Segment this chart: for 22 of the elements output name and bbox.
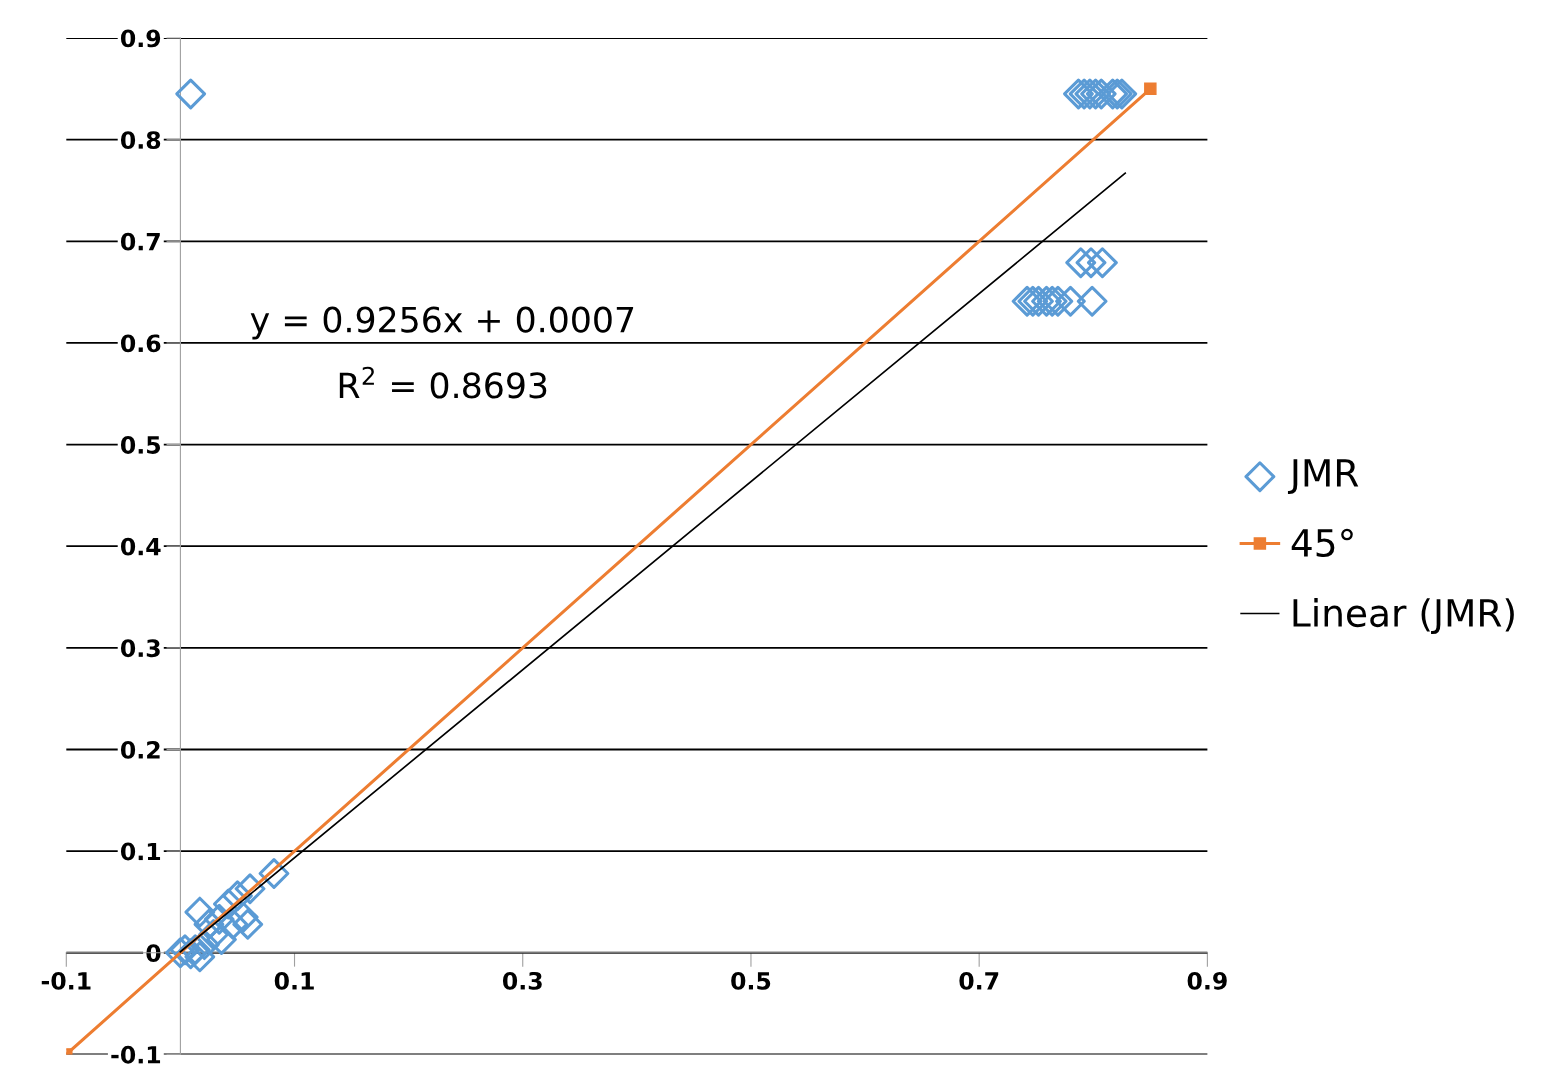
x-tick-label: 0.1 — [274, 971, 314, 990]
y-tick-label: 0 — [146, 944, 161, 963]
y-tick-label: 0.7 — [120, 232, 160, 251]
legend-label: Linear (JMR) — [1293, 598, 1514, 635]
x-tick-label: -0.1 — [41, 971, 91, 990]
y-tick-label: -0.1 — [111, 1045, 161, 1064]
y-tick-label: 0.2 — [120, 740, 160, 759]
annotation: y = 0.9256x + 0.0007 — [250, 306, 634, 340]
x-tick-label: 0.7 — [959, 971, 999, 990]
legend-label: JMR — [1287, 459, 1359, 495]
y-tick-label: 0.5 — [120, 436, 161, 454]
x-tick-label: 0.5 — [731, 971, 771, 990]
y-tick-label: 0.4 — [120, 537, 161, 556]
x-tick-label: 0.3 — [502, 971, 542, 990]
annotation: R$^{2}$ = 0.8693 — [339, 366, 547, 399]
y-tick-label: 0.8 — [120, 131, 161, 149]
legend-label: 45° — [1291, 528, 1353, 558]
y-tick-label: 0.9 — [120, 29, 161, 48]
y-tick-label: 0.1 — [120, 842, 161, 861]
y-tick-label: 0.3 — [120, 639, 160, 658]
y-tick-label: 0.6 — [120, 334, 161, 353]
x-tick-label: 0.9 — [1187, 971, 1227, 990]
